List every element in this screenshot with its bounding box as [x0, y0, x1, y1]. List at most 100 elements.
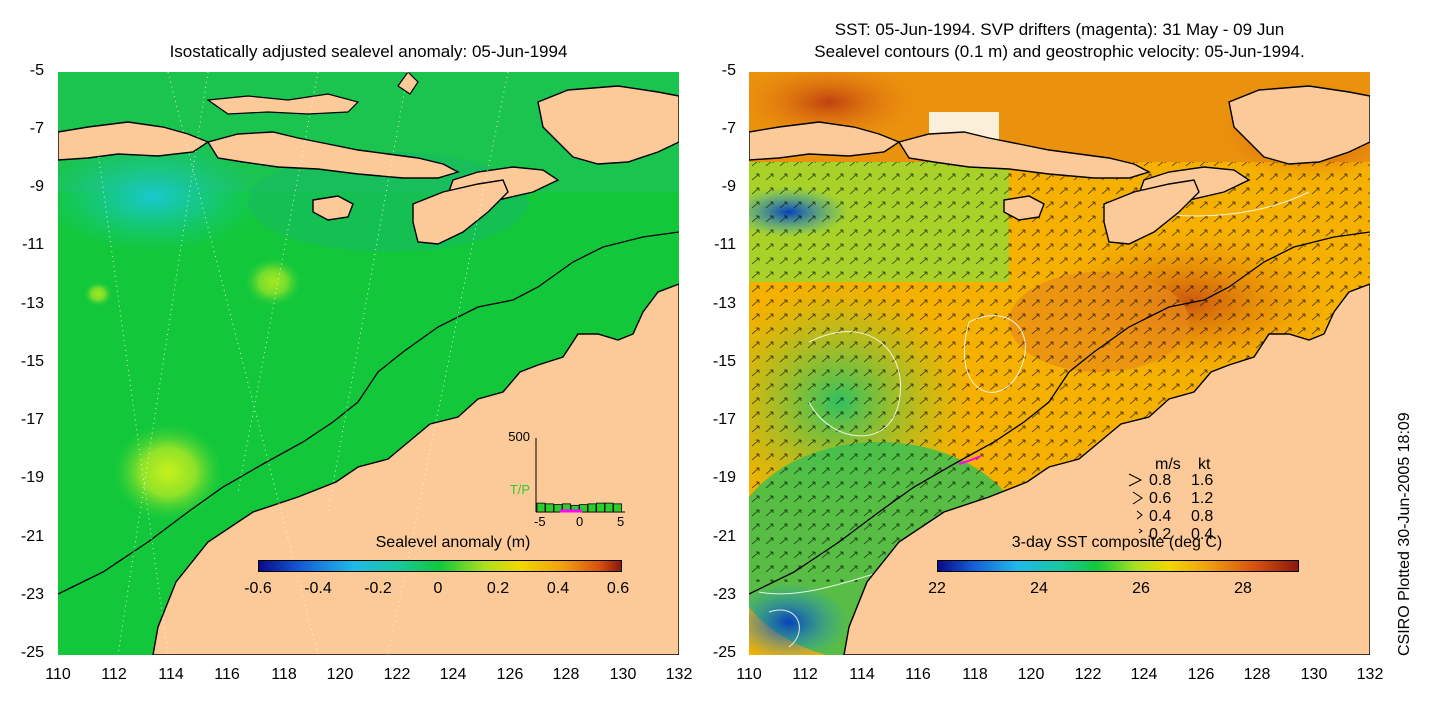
inset-bar [553, 504, 563, 513]
lon-tick: 118 [962, 666, 988, 683]
lat-tick: -21 [712, 528, 736, 545]
lon-tick: 132 [1356, 666, 1384, 683]
inset-bar [604, 502, 614, 513]
inset-xtick-right: 5 [617, 514, 625, 529]
lon-tick: 120 [326, 666, 354, 683]
lat-tick: -23 [20, 586, 44, 603]
legend-header-ms: m/s [1155, 456, 1181, 473]
tp-inset: 500 T/P -5 0 5 [490, 429, 630, 542]
lat-tick: -21 [20, 528, 44, 545]
lon-tick: 126 [496, 666, 524, 683]
lat-tick: -7 [29, 120, 44, 137]
sealevel-tick: 0.4 [546, 580, 570, 597]
right-lat-axis: -5 -7 -9 -11 -13 -15 -17 -19 -21 -23 -25 [692, 62, 742, 662]
right-map-title-line1: SST: 05-Jun-1994. SVP drifters (magenta)… [834, 20, 1285, 39]
legend-kt-value: 0.4 [1191, 526, 1214, 543]
legend-kt-value: 1.2 [1191, 490, 1214, 507]
left-lat-axis: -5 -7 -9 -11 -13 -15 -17 -19 -21 -23 -25 [0, 62, 50, 662]
lon-tick: 112 [101, 666, 127, 683]
lat-tick: -17 [20, 411, 44, 428]
sst-map: m/s kt 0.8 1.6 0.6 1.2 0.4 0.8 0.2 0.4 3… [709, 62, 1399, 662]
lat-tick: -5 [29, 62, 44, 79]
left-lon-axis: 110 112 114 116 118 120 122 124 126 128 … [45, 666, 698, 690]
tp-histogram [535, 438, 625, 513]
legend-ms-value: 0.8 [1149, 472, 1172, 489]
lat-tick: -13 [712, 295, 736, 312]
sealevel-colorbar [258, 560, 622, 572]
legend-ms-value: 0.4 [1149, 508, 1172, 525]
inset-ymax-label: 500 [508, 429, 530, 444]
inset-bar [536, 502, 546, 513]
velocity-legend: m/s kt 0.8 1.6 0.6 1.2 0.4 0.8 0.2 0.4 [1127, 456, 1257, 543]
lat-tick: -23 [712, 586, 736, 603]
lon-tick: 116 [214, 666, 240, 683]
legend-kt-value: 1.6 [1191, 472, 1214, 489]
lat-tick: -15 [20, 353, 44, 370]
lon-tick: 124 [1130, 666, 1158, 683]
lat-tick: -9 [29, 178, 44, 195]
lon-tick: 114 [158, 666, 184, 683]
sst-tick: 26 [1132, 580, 1150, 597]
lon-tick: 116 [905, 666, 931, 683]
sealevel-tick: -0.2 [364, 580, 392, 597]
legend-arrows [1128, 473, 1143, 534]
lon-tick: 114 [849, 666, 875, 683]
right-lon-axis: 110 112 114 116 118 120 122 124 126 128 … [736, 666, 1389, 690]
lat-tick: -15 [712, 353, 736, 370]
sealevel-colorbar-ticks: -0.6 -0.4 -0.2 0 0.2 0.4 0.6 [244, 580, 629, 602]
sealevel-map: 500 T/P -5 0 5 Sealevel anomaly (m) -0.6… [43, 71, 680, 656]
lon-tick: 124 [439, 666, 467, 683]
inset-series-label: T/P [509, 482, 530, 497]
lat-tick: -5 [721, 62, 736, 79]
lon-tick: 126 [1187, 666, 1215, 683]
lat-tick: -19 [20, 469, 44, 486]
sst-tick: 28 [1234, 580, 1252, 597]
lon-tick: 130 [609, 666, 637, 683]
lon-tick: 118 [271, 666, 297, 683]
inset-xtick-left: -5 [534, 514, 546, 529]
lat-tick: -7 [721, 120, 736, 137]
lat-tick: -11 [714, 236, 736, 253]
left-map-title: Isostatically adjusted sealevel anomaly:… [169, 42, 568, 61]
sealevel-tick: -0.6 [244, 580, 272, 597]
java-land [57, 121, 210, 161]
altimeter-tracks [97, 71, 509, 656]
lat-tick: -19 [712, 469, 736, 486]
right-map-title-line2: Sealevel contours (0.1 m) and geostrophi… [814, 42, 1305, 61]
legend-ms-value: 0.2 [1149, 526, 1172, 543]
sealevel-map-svg [43, 71, 680, 656]
sealevel-tick: 0 [433, 580, 443, 597]
sst-tick: 22 [928, 580, 946, 597]
plotted-stamp: CSIRO Plotted 30-Jun-2005 18:09 [1396, 412, 1413, 656]
sealevel-tick: 0.6 [606, 580, 630, 597]
lon-tick: 128 [552, 666, 580, 683]
sst-tick: 24 [1030, 580, 1048, 597]
inset-xtick-mid: 0 [576, 514, 584, 529]
lon-tick: 112 [792, 666, 818, 683]
inset-bar [579, 504, 588, 513]
lon-tick: 122 [383, 666, 411, 683]
sst-colorbar-ticks: 22 24 26 28 [928, 580, 1299, 602]
inset-bar [545, 503, 554, 513]
inset-bars [536, 502, 622, 513]
lon-tick: 128 [1243, 666, 1271, 683]
low-anomaly-patch [43, 142, 263, 252]
lon-tick: 122 [1074, 666, 1102, 683]
lon-tick: 120 [1017, 666, 1045, 683]
inset-bar [613, 503, 622, 513]
sealevel-tick: 0.2 [486, 580, 510, 597]
legend-header-kt: kt [1198, 456, 1211, 473]
sealevel-tick: -0.4 [304, 580, 332, 597]
drifter-track [958, 455, 982, 465]
lat-tick: -17 [712, 411, 736, 428]
lat-tick: -9 [721, 178, 736, 195]
lon-tick: 130 [1300, 666, 1328, 683]
lat-tick: -25 [20, 644, 44, 661]
sst-colorbar [937, 560, 1299, 572]
high-anomaly-patch [113, 424, 223, 520]
lon-tick: 110 [45, 666, 71, 683]
lat-tick: -25 [712, 644, 736, 661]
legend-ms-value: 0.6 [1149, 490, 1172, 507]
sealevel-colorbar-label: Sealevel anomaly (m) [375, 534, 531, 551]
lon-tick: 110 [736, 666, 762, 683]
